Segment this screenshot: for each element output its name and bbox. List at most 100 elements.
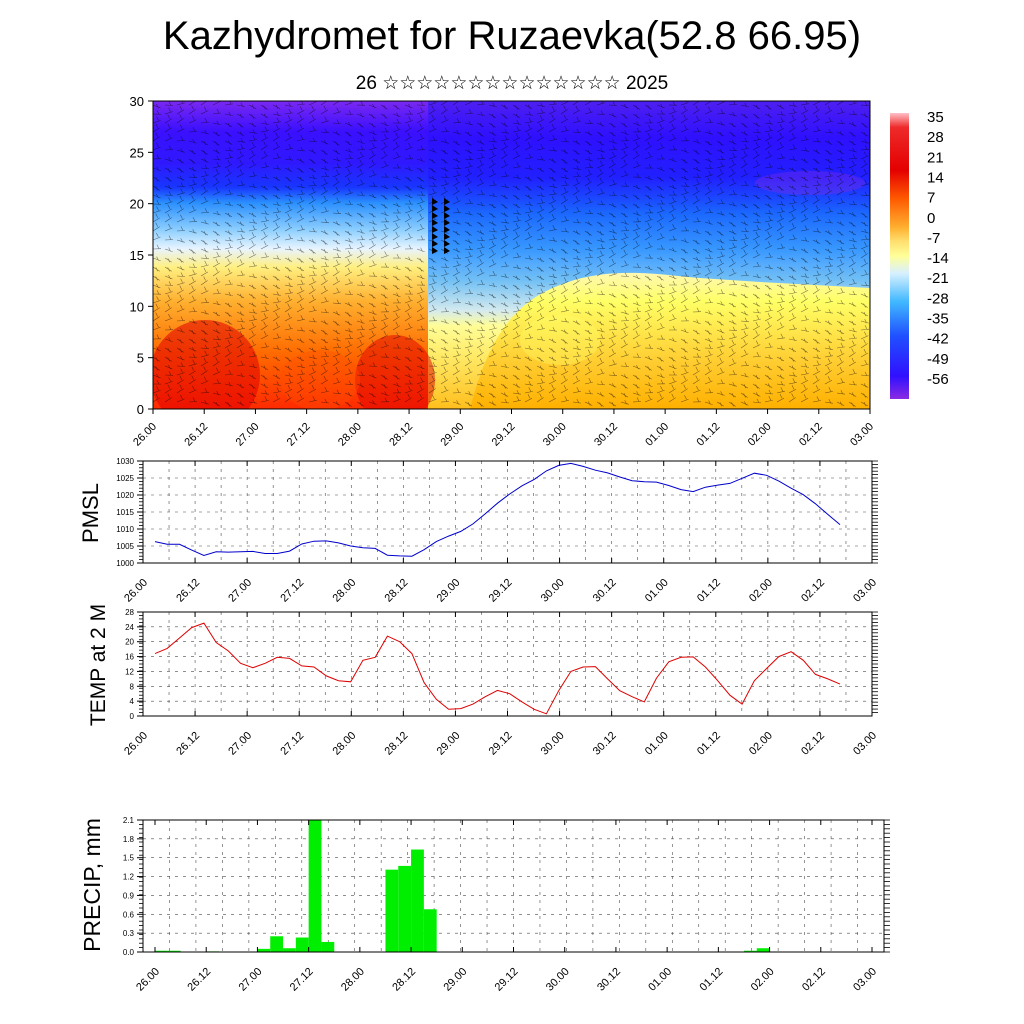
x-tick-label: 28.00 [339,966,367,994]
wind-barbs [153,101,870,407]
colorbar-label: -42 [927,331,949,348]
x-tick-label: 27.12 [278,577,306,605]
colorbar-label: 14 [927,169,944,186]
x-tick-label: 26.00 [122,577,150,605]
y-tick-label: 16 [125,653,134,662]
x-tick-label: 29.12 [487,577,515,605]
precip-bar [321,941,335,952]
colorbar-label: -56 [927,371,949,388]
y-tick-label: 1000 [116,559,134,568]
heatmap-x-tick-label: 28.12 [387,421,415,449]
colorbar-label: -7 [927,230,940,247]
y-tick-label: 12 [125,667,134,676]
temperature-wind-cross-section: 0 5 10 15 20 25 30 26.00 26.12 27.00 27.12 28.00 28.… [130,94,949,449]
y-tick-label: 4 [130,697,135,706]
x-tick-label: 27.00 [226,730,254,758]
x-tick-label: 02.00 [749,966,777,994]
x-tick-label: 29.00 [441,966,469,994]
x-tick-label: 02.12 [799,730,827,758]
x-tick-label: 03.00 [851,730,879,758]
warm-core-3 [280,350,360,409]
x-tick-label: 01.12 [698,966,726,994]
x-tick-label: 03.00 [851,966,879,994]
x-tick-label: 02.00 [747,730,775,758]
heatmap-x-tick-label: 30.12 [592,421,620,449]
colorbar-label: -35 [927,311,949,328]
x-tick-label: 28.12 [383,577,411,605]
precip-bar [743,950,757,952]
x-tick-label: 01.00 [646,966,674,994]
y-tick-label: 1020 [116,491,134,500]
heatmap-y-tick-label: 5 [137,351,144,366]
heatmap-x-tick-label: 01.12 [695,421,723,449]
x-tick-label: 27.12 [288,966,316,994]
x-tick-label: 30.00 [544,966,572,994]
heatmap-field [153,101,870,409]
y-tick-label: 1025 [116,474,134,483]
x-tick-label: 26.12 [185,966,213,994]
y-tick-label: 0.6 [123,910,135,919]
precip-panel: 0.0 0.3 0.6 0.9 1.2 1.5 1.8 2.1 26.00 26.12 27.00 2… [79,816,890,994]
y-tick-label: 1005 [116,542,134,551]
y-tick-label: 1.8 [123,835,135,844]
x-tick-label: 30.12 [591,730,619,758]
colorbar [890,113,909,399]
chart-subtitle: 26 ☆☆☆☆☆☆☆☆☆☆☆☆☆☆ 2025 [355,73,669,94]
temp-panel: 0 4 8 12 16 20 24 28 26.00 26.12 27.00 27.12 28.00 28… [87,604,879,758]
y-tick-label: 0 [130,712,135,721]
y-tick-label: 1030 [116,457,134,466]
y-tick-label: 0.3 [123,929,135,938]
heatmap-x-tick-label: 30.00 [541,421,569,449]
precip-bar [155,950,168,952]
heatmap-x-tick-label: 02.00 [746,421,774,449]
precip-bar [756,948,770,952]
precip-bar [398,865,412,952]
colorbar-label: -21 [927,270,949,287]
heatmap-x-tick-label: 29.00 [438,421,466,449]
x-tick-label: 26.00 [134,966,162,994]
x-tick-label: 26.00 [122,730,150,758]
y-tick-label: 1.5 [123,854,135,863]
colorbar-label: 21 [927,149,944,166]
chart-title: Kazhydromet for Ruzaevka(52.8 66.95) [162,14,862,58]
x-tick-label: 26.12 [174,730,202,758]
mid-yellow-patch [520,315,600,365]
colorbar-label: 28 [927,129,944,146]
y-tick-label: 20 [125,638,134,647]
x-tick-label: 29.12 [487,730,515,758]
x-tick-label: 27.00 [226,577,254,605]
x-tick-label: 30.00 [539,577,567,605]
heatmap-x-tick-label: 28.00 [336,421,364,449]
y-axis-title: PRECIP, mm [79,818,105,952]
heatmap-x-tick-label: 01.00 [643,421,671,449]
x-tick-label: 30.12 [591,577,619,605]
x-tick-label: 02.00 [747,577,775,605]
precip-bar [257,948,271,952]
colorbar-label: -28 [927,290,949,307]
x-tick-label: 30.00 [539,730,567,758]
y-tick-label: 2.1 [123,816,135,825]
y-tick-label: 0.9 [123,891,135,900]
minor-ticks [139,611,878,713]
heatmap-x-tick-label: 03.00 [848,421,876,449]
y-tick-label: 1010 [116,525,134,534]
pmsl-panel: 1000 1005 1010 1015 1020 1025 1030 26.00 26.12 27… [78,457,879,605]
colorbar-label: -14 [927,250,949,267]
warm-core-1 [153,320,260,409]
heatmap-y-tick-label: 10 [130,299,144,314]
y-axis-title: TEMP at 2 M [87,604,110,726]
y-tick-label: 28 [125,608,134,617]
grid-lines [143,819,884,953]
cold-core-upper [755,171,865,195]
colorbar-label: 0 [927,210,935,227]
colorbar-label: 7 [927,190,935,207]
heatmap-y-tick-label: 25 [130,145,144,160]
x-tick-label: 29.12 [493,966,521,994]
x-tick-label: 28.12 [390,966,418,994]
warm-core-2 [355,335,435,409]
precip-bar [308,820,322,952]
x-tick-label: 01.00 [643,730,671,758]
colorbar-label: -49 [927,351,949,368]
x-tick-label: 28.00 [330,730,358,758]
x-tick-label: 29.00 [435,577,463,605]
